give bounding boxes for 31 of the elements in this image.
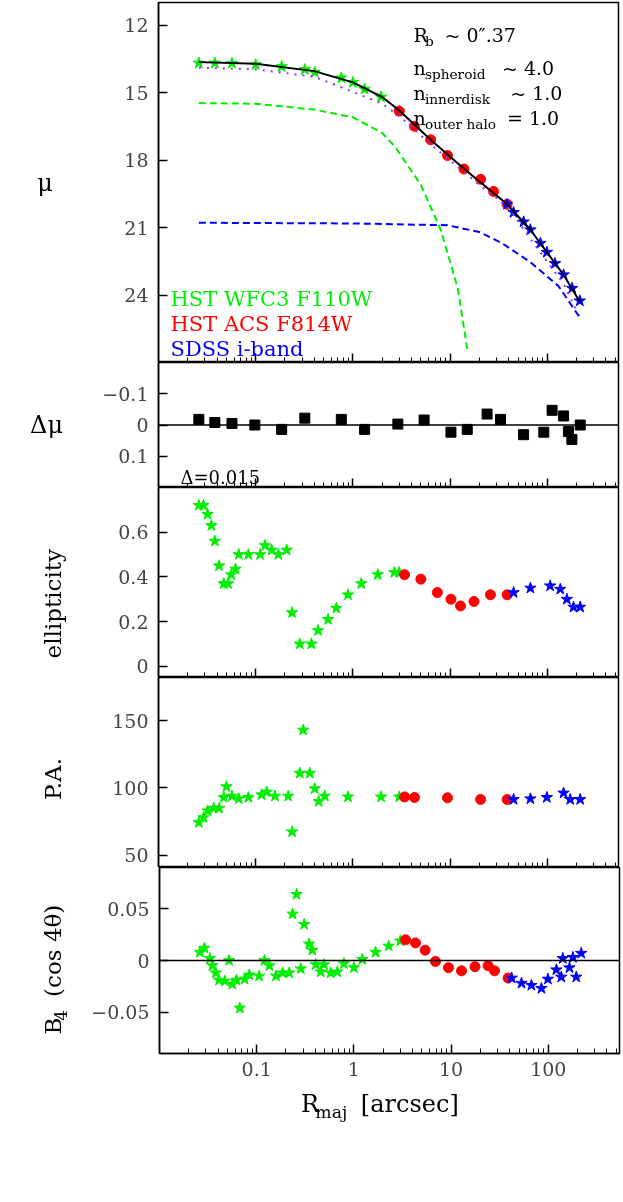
x-tick-label: 100 <box>530 1057 567 1080</box>
x-tick-label: 0.1 <box>241 1057 272 1080</box>
y-tick-label: 24 <box>124 284 149 306</box>
y-tick-label: 50 <box>124 844 149 867</box>
y-tick-label: 21 <box>124 216 149 239</box>
y-tick-label: 0 <box>136 655 149 678</box>
text: HST WFC3 F110W <box>170 286 373 311</box>
y-tick-label: 0.1 <box>118 445 149 468</box>
y-tick-label: 0.6 <box>118 521 149 544</box>
y-tick-label: 150 <box>112 709 149 732</box>
y-tick-label: 100 <box>112 777 149 799</box>
y-axis-title: Δμ <box>30 411 64 439</box>
text: SDSS i-band <box>170 336 304 361</box>
y-tick-label: 15 <box>124 81 149 104</box>
y-tick-label: 0.2 <box>118 610 149 633</box>
y-axis-title: B4 (cos 4θ) <box>39 904 71 1035</box>
y-tick-label: −0.1 <box>102 382 149 405</box>
x-tick-label: 1 <box>347 1057 360 1080</box>
y-tick-label: 0.4 <box>118 565 149 588</box>
y-axis-title: ellipticity <box>39 548 66 659</box>
y-tick-label: 12 <box>124 14 149 36</box>
annotation: Δ=0.015 <box>180 467 261 488</box>
y-axis-title: P.A. <box>39 758 66 801</box>
x-tick-label: 10 <box>439 1057 464 1080</box>
y-axis-title: μ <box>37 168 53 197</box>
y-tick-label: 0.05 <box>107 897 150 920</box>
y-tick-label: −0.05 <box>91 1001 150 1024</box>
text: HST ACS F814W <box>170 311 353 336</box>
y-tick-label: 0 <box>136 414 149 436</box>
y-tick-label: 18 <box>124 149 149 171</box>
y-tick-label: 0 <box>137 949 150 972</box>
